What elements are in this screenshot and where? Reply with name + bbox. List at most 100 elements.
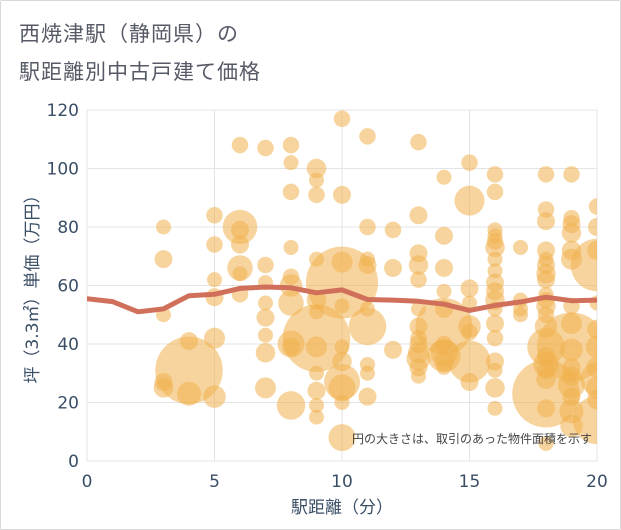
data-bubble (309, 397, 324, 413)
data-bubble (415, 297, 473, 355)
data-bubble (384, 258, 402, 277)
data-bubble (486, 314, 504, 333)
data-bubble (435, 226, 453, 245)
y-tick-label: 20 (57, 394, 79, 414)
data-bubble (276, 391, 306, 420)
data-bubble (257, 256, 274, 274)
data-bubble (384, 340, 402, 359)
average-line-layer (87, 284, 597, 315)
data-bubble (332, 351, 352, 372)
data-bubble (537, 346, 555, 365)
data-bubble (333, 110, 351, 128)
x-tick-label: 10 (331, 472, 353, 492)
data-bubble (154, 250, 173, 269)
data-bubble (309, 365, 324, 381)
data-bubble (204, 327, 225, 349)
data-bubble (462, 295, 477, 311)
data-bubble (180, 332, 198, 351)
data-bubble (358, 387, 377, 406)
data-bubble (309, 304, 324, 320)
chart-title-line2: 駅距離別中古戸建て価格 (19, 60, 261, 84)
data-bubble (561, 240, 582, 261)
data-bubble (436, 169, 452, 185)
data-bubble (282, 337, 300, 356)
x-tick-label: 0 (82, 472, 93, 492)
average-price-line (87, 284, 597, 315)
data-bubble (328, 424, 356, 452)
data-bubble (231, 235, 249, 254)
y-tick-label: 40 (57, 335, 79, 355)
data-bubble (255, 343, 276, 363)
data-bubble (534, 315, 558, 338)
data-bubble (561, 313, 582, 335)
data-bubble (359, 128, 376, 145)
data-bubble (436, 359, 452, 375)
data-bubble (461, 324, 478, 341)
data-bubble (487, 228, 503, 244)
data-bubble (562, 358, 581, 377)
data-bubble (307, 381, 326, 400)
data-bubble (487, 362, 503, 378)
data-bubble (562, 387, 581, 406)
data-bubble (587, 389, 597, 410)
data-bubble (384, 221, 402, 239)
data-bubble (255, 377, 276, 399)
size-note: 円の大きさは、取引のあった物件面積を示す (352, 431, 592, 446)
data-bubble (538, 435, 554, 451)
data-bubble (513, 307, 528, 323)
data-bubble (436, 283, 452, 299)
data-bubble (563, 166, 580, 183)
x-tick-label: 5 (209, 472, 220, 492)
data-bubble (588, 198, 597, 215)
data-bubble (487, 400, 503, 416)
y-axis-title: 坪（3.3㎡）単価（万円） (23, 186, 43, 383)
data-bubble (486, 282, 504, 301)
data-bubble (207, 272, 222, 288)
data-bubble (333, 185, 351, 204)
data-bubble (256, 308, 275, 327)
data-bubble (563, 209, 580, 227)
data-bubble (485, 378, 505, 398)
data-bubble (537, 361, 555, 380)
y-tick-label: 100 (47, 160, 79, 180)
data-bubble (283, 239, 299, 255)
data-bubble (278, 290, 304, 316)
data-bubble (435, 335, 453, 353)
data-bubble (460, 279, 479, 298)
data-bubble (460, 373, 479, 392)
data-bubble (435, 258, 453, 277)
data-bubble (232, 266, 248, 282)
data-bubble (283, 155, 299, 171)
data-bubble (360, 301, 375, 317)
data-bubble (587, 240, 597, 261)
x-tick-label: 20 (586, 472, 608, 492)
data-bubble (538, 251, 554, 267)
data-bubble (360, 365, 375, 381)
x-tick-label: 15 (459, 472, 481, 492)
data-bubble (411, 368, 426, 384)
data-bubble (282, 183, 300, 201)
data-bubble (203, 385, 226, 408)
data-bubble (537, 166, 555, 183)
data-bubble (410, 271, 427, 288)
data-bubble (309, 251, 324, 267)
data-bubble (328, 374, 356, 402)
data-bubble (206, 207, 223, 224)
data-bubble (348, 307, 387, 346)
data-bubble (231, 220, 249, 239)
y-tick-label: 80 (57, 218, 79, 238)
data-bubble (360, 251, 375, 267)
data-bubble (487, 263, 503, 279)
data-bubble (258, 295, 273, 311)
data-bubble (537, 270, 555, 289)
data-bubble (306, 158, 327, 179)
data-bubble (537, 306, 555, 323)
data-bubble (486, 329, 504, 347)
y-tick-label: 120 (47, 101, 79, 121)
data-bubble (487, 251, 503, 267)
data-bubble (282, 268, 300, 285)
data-bubble (231, 136, 249, 154)
data-bubble (156, 219, 171, 235)
data-bubble (308, 186, 325, 204)
